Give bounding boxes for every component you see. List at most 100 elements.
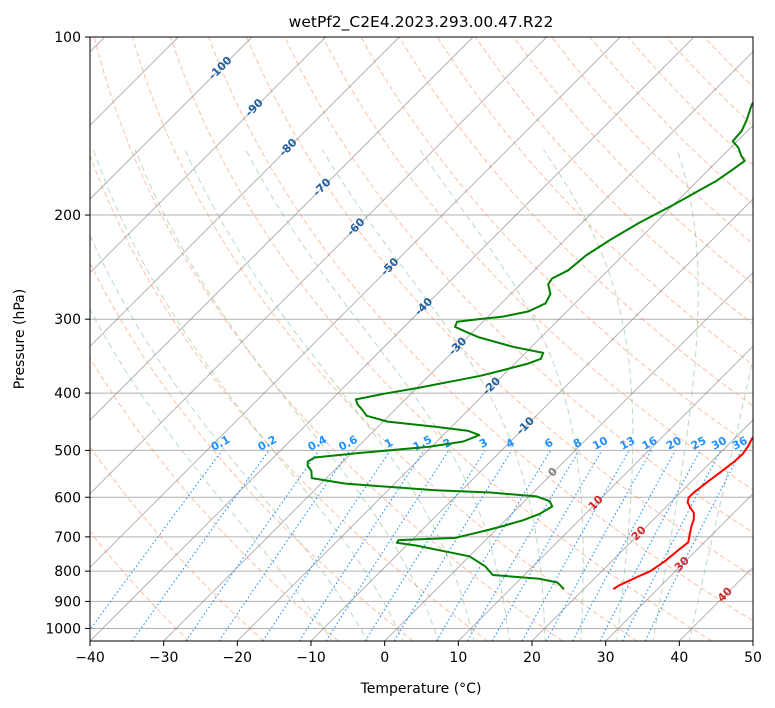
mixing-ratio-line [467,450,580,641]
dry-adiabat [322,37,753,491]
mixing-ratio-label: 20 [664,434,684,453]
mixing-ratio-line [393,450,513,641]
temperature-label: 10 [586,493,606,513]
moist-adiabat [90,234,369,641]
dry-adiabat [208,37,753,622]
mixing-ratio-label: 1 [382,436,395,451]
y-tick-label: 300 [54,312,81,328]
mixing-ratio-label: 3 [477,436,490,451]
x-axis-title: Temperature (°C) [360,681,482,697]
dry-adiabat [703,37,753,88]
chart-title: wetPf2_C2E4.2023.293.00.47.R22 [289,13,554,32]
dry-adiabat [665,37,753,127]
moist-adiabat [419,149,584,641]
dry-adiabat [551,37,753,245]
dry-adiabat [93,37,563,641]
mixing-ratio-line [644,450,742,641]
x-tick-label: −30 [149,650,179,666]
x-tick-label: 10 [449,650,467,666]
dry-adiabat [360,37,753,449]
mixing-ratio-line [90,450,223,631]
moist-adiabat [184,149,475,641]
isotherm [457,345,753,641]
dry-adiabat [246,37,753,577]
y-tick-label: 600 [54,490,81,506]
x-axis: −40 −30 −20 −10 0 10 20 30 40 50 [75,641,762,666]
x-tick-label: −10 [296,650,326,666]
mixing-ratio-line [298,450,425,641]
x-tick-label: −40 [75,650,105,666]
mixing-ratio-line [621,450,722,641]
y-tick-label: 800 [54,564,81,580]
dry-adiabat [436,37,753,366]
dry-adiabat [475,37,753,325]
isotherm [531,419,753,641]
mixing-ratio-line [545,450,652,641]
sounding-profiles [306,100,753,590]
dry-adiabat [589,37,753,205]
dry-adiabat [170,37,712,641]
mixing-ratio-label: 6 [543,436,556,451]
mixing-ratio-label: 13 [618,434,638,453]
dry-adiabat [284,37,753,534]
mixing-ratio-line [521,450,630,641]
isotherm [90,37,327,274]
dry-adiabat [398,37,753,407]
moist-adiabat [543,149,634,641]
mixing-ratio-line [131,450,270,641]
y-tick-label: 100 [54,30,81,46]
x-tick-label: 30 [597,650,615,666]
y-tick-label: 1000 [45,621,81,637]
x-tick-label: 20 [523,650,541,666]
dry-adiabat [90,154,488,641]
x-tick-label: 0 [380,650,389,666]
isotherm [90,37,474,421]
mixing-ratio-label: 16 [640,434,660,453]
mixing-ratio-label: 36 [730,434,750,453]
mixing-ratio-line [435,450,552,641]
dry-adiabats [90,37,753,641]
isotherm [236,124,753,641]
mixing-ratio-line [325,450,450,641]
moist-adiabat [321,149,546,641]
isotherm [90,37,621,569]
isotherm [678,566,753,641]
moist-adiabats [90,149,753,641]
mixing-ratio-line [262,450,391,641]
isotherm [90,37,695,641]
mixing-ratio-label: 4 [504,436,517,451]
dry-adiabat [627,37,753,166]
x-tick-label: 50 [744,650,762,666]
mixing-ratio-label: 10 [590,434,610,453]
x-tick-label: 40 [670,650,688,666]
dry-adiabat [513,37,753,285]
mixing-ratio-label: 30 [709,434,729,453]
mixing-ratio-line [185,450,320,641]
mixing-ratio-line [572,450,676,641]
moist-adiabat [688,355,753,641]
pressure-gridlines [90,37,753,629]
skewed-isotherms [90,37,753,641]
y-tick-label: 700 [54,530,81,546]
isotherm [90,37,548,495]
y-axis-title: Pressure (hPa) [12,289,28,389]
plot-frame [89,36,754,642]
y-tick-label: 200 [54,208,81,224]
dry-adiabat [90,445,264,641]
isotherm [90,37,253,200]
isotherm [605,492,753,641]
isotherm [90,37,400,348]
temperature-line [612,435,753,590]
mixing-ratio-lines [90,450,742,641]
moist-adiabat [134,149,440,641]
y-tick-label: 900 [54,594,81,610]
dry-adiabat [90,261,414,641]
mixing-ratio-line [218,450,351,641]
dry-adiabat [90,357,339,641]
dewpoint-line [306,100,753,590]
moist-adiabat [90,308,333,641]
dry-adiabat [90,530,190,641]
moist-adiabat [92,149,404,641]
x-tick-label: −20 [223,650,253,666]
